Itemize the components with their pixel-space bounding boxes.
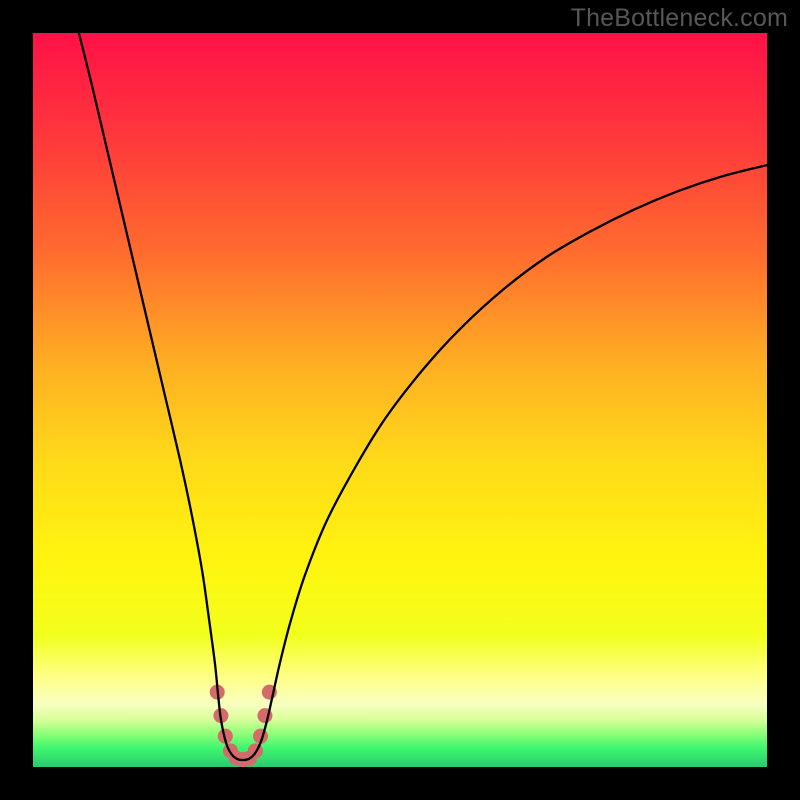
canvas: TheBottleneck.com	[0, 0, 800, 800]
watermark-text: TheBottleneck.com	[571, 4, 788, 33]
chart-svg	[33, 33, 767, 767]
plot-area	[33, 33, 767, 767]
